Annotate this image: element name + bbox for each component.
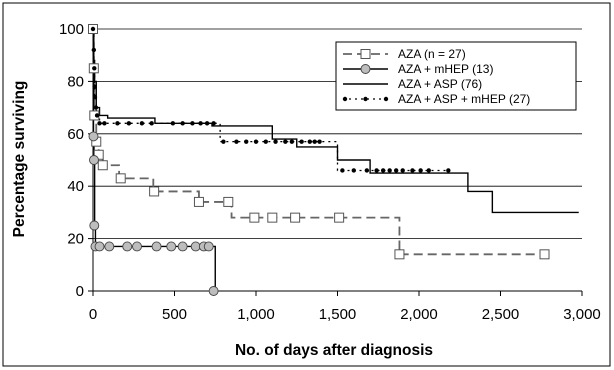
series-3-marker bbox=[263, 139, 268, 144]
legend-label-1: AZA + mHEP (13) bbox=[398, 62, 493, 76]
series-0-marker bbox=[290, 212, 301, 223]
legend-marker-3 bbox=[363, 96, 368, 102]
series-3-marker bbox=[149, 121, 154, 126]
series-markers bbox=[88, 24, 550, 296]
x-tick-label: 500 bbox=[162, 306, 187, 323]
series-1-marker bbox=[104, 241, 115, 252]
legend: AZA (n = 27)AZA + mHEP (13)AZA + ASP (76… bbox=[335, 41, 577, 111]
series-3-marker bbox=[198, 121, 203, 126]
series-0-marker bbox=[267, 212, 278, 223]
series-0-marker bbox=[394, 249, 405, 260]
legend-marker-0 bbox=[360, 49, 371, 59]
series-3-marker bbox=[253, 139, 259, 144]
legend-label-3: AZA + ASP + mHEP (27) bbox=[398, 92, 530, 106]
series-3-marker bbox=[211, 121, 216, 126]
series-0-marker bbox=[149, 186, 160, 197]
series-3-marker bbox=[387, 168, 392, 173]
series-3-marker bbox=[115, 121, 120, 126]
series-3-marker bbox=[90, 26, 96, 32]
series-0-marker bbox=[223, 196, 234, 207]
x-tick-label: 1,500 bbox=[319, 306, 357, 323]
y-tick-labels: 0 20 40 60 80 100 bbox=[59, 21, 84, 300]
legend-marker-1 bbox=[360, 64, 371, 74]
x-tick-label: 1,000 bbox=[237, 306, 275, 323]
y-tick-label: 60 bbox=[67, 126, 84, 143]
series-3-marker bbox=[340, 168, 345, 173]
x-axis-title: No. of days after diagnosis bbox=[235, 342, 433, 359]
series-3-marker bbox=[364, 168, 370, 173]
series-3-marker bbox=[283, 139, 288, 144]
series-1-marker bbox=[88, 131, 99, 142]
series-3-marker bbox=[393, 168, 399, 173]
series-3-marker bbox=[92, 66, 97, 71]
series-3-marker bbox=[244, 139, 249, 144]
series-3-marker bbox=[418, 168, 423, 173]
series-1-marker bbox=[94, 241, 105, 252]
series-3-marker bbox=[446, 168, 451, 173]
series-0-marker bbox=[334, 212, 345, 223]
series-3-marker bbox=[97, 121, 102, 126]
series-3-marker bbox=[380, 168, 386, 173]
gridlines bbox=[93, 28, 582, 240]
series-3-marker bbox=[426, 168, 431, 173]
series-1-marker bbox=[166, 241, 177, 252]
x-tick-label: 2,000 bbox=[400, 306, 438, 323]
x-tick-label: 3,000 bbox=[563, 306, 601, 323]
y-tick-label: 40 bbox=[67, 178, 84, 195]
series-3-marker bbox=[299, 139, 304, 144]
series-3-marker bbox=[92, 84, 97, 89]
series-3-marker bbox=[312, 139, 317, 144]
series-3-marker bbox=[92, 94, 98, 100]
series-3-marker bbox=[170, 121, 176, 126]
legend-marker-3 bbox=[383, 96, 389, 102]
series-3-marker bbox=[374, 168, 379, 173]
legend-marker-3 bbox=[342, 96, 348, 102]
series-1-marker bbox=[177, 241, 188, 252]
series-3-marker bbox=[204, 121, 210, 126]
series-1-marker bbox=[208, 286, 219, 296]
series-3-marker bbox=[102, 121, 107, 126]
series-1-marker bbox=[151, 241, 162, 252]
x-tick-labels: 0 500 1,000 1,500 2,000 2,500 3,000 bbox=[89, 306, 601, 323]
series-3-marker bbox=[221, 139, 226, 144]
series-1-marker bbox=[203, 241, 214, 252]
series-3-marker bbox=[307, 139, 312, 144]
series-0-marker bbox=[115, 173, 126, 184]
series-3-marker bbox=[93, 105, 99, 110]
series-3-marker bbox=[289, 139, 295, 144]
series-1-marker bbox=[89, 155, 99, 165]
series-line-0 bbox=[92, 28, 547, 256]
series-1-marker bbox=[89, 220, 100, 231]
legend-label-2: AZA + ASP (76) bbox=[398, 77, 482, 91]
series-1-marker bbox=[190, 241, 201, 252]
series-3-marker bbox=[351, 168, 356, 173]
series-3-marker bbox=[190, 121, 195, 126]
y-tick-label: 20 bbox=[67, 231, 84, 248]
y-tick-label: 80 bbox=[67, 73, 84, 90]
series-3-marker bbox=[91, 47, 97, 53]
series-3-marker bbox=[317, 139, 322, 144]
series-0-marker bbox=[97, 160, 108, 171]
x-tick-label: 2,500 bbox=[482, 306, 520, 323]
series-3-marker bbox=[126, 121, 132, 126]
y-tick-label: 0 bbox=[76, 283, 84, 300]
series-0-marker bbox=[539, 249, 550, 260]
x-tick-label: 0 bbox=[89, 306, 97, 323]
y-axis-title: Percentage surviving bbox=[11, 81, 28, 238]
series-1-marker bbox=[132, 241, 142, 252]
series-0-marker bbox=[249, 212, 260, 223]
series-3-marker bbox=[139, 121, 145, 126]
series-3-marker bbox=[180, 121, 185, 126]
series-1-marker bbox=[122, 241, 133, 252]
legend-label-0: AZA (n = 27) bbox=[398, 47, 466, 61]
series-0-marker bbox=[193, 196, 204, 207]
series-3-marker bbox=[410, 168, 415, 173]
series-3-marker bbox=[94, 113, 100, 118]
series-3-marker bbox=[273, 139, 278, 144]
series-3-marker bbox=[234, 139, 239, 144]
series-3-marker bbox=[400, 168, 405, 173]
y-tick-label: 100 bbox=[59, 21, 84, 38]
